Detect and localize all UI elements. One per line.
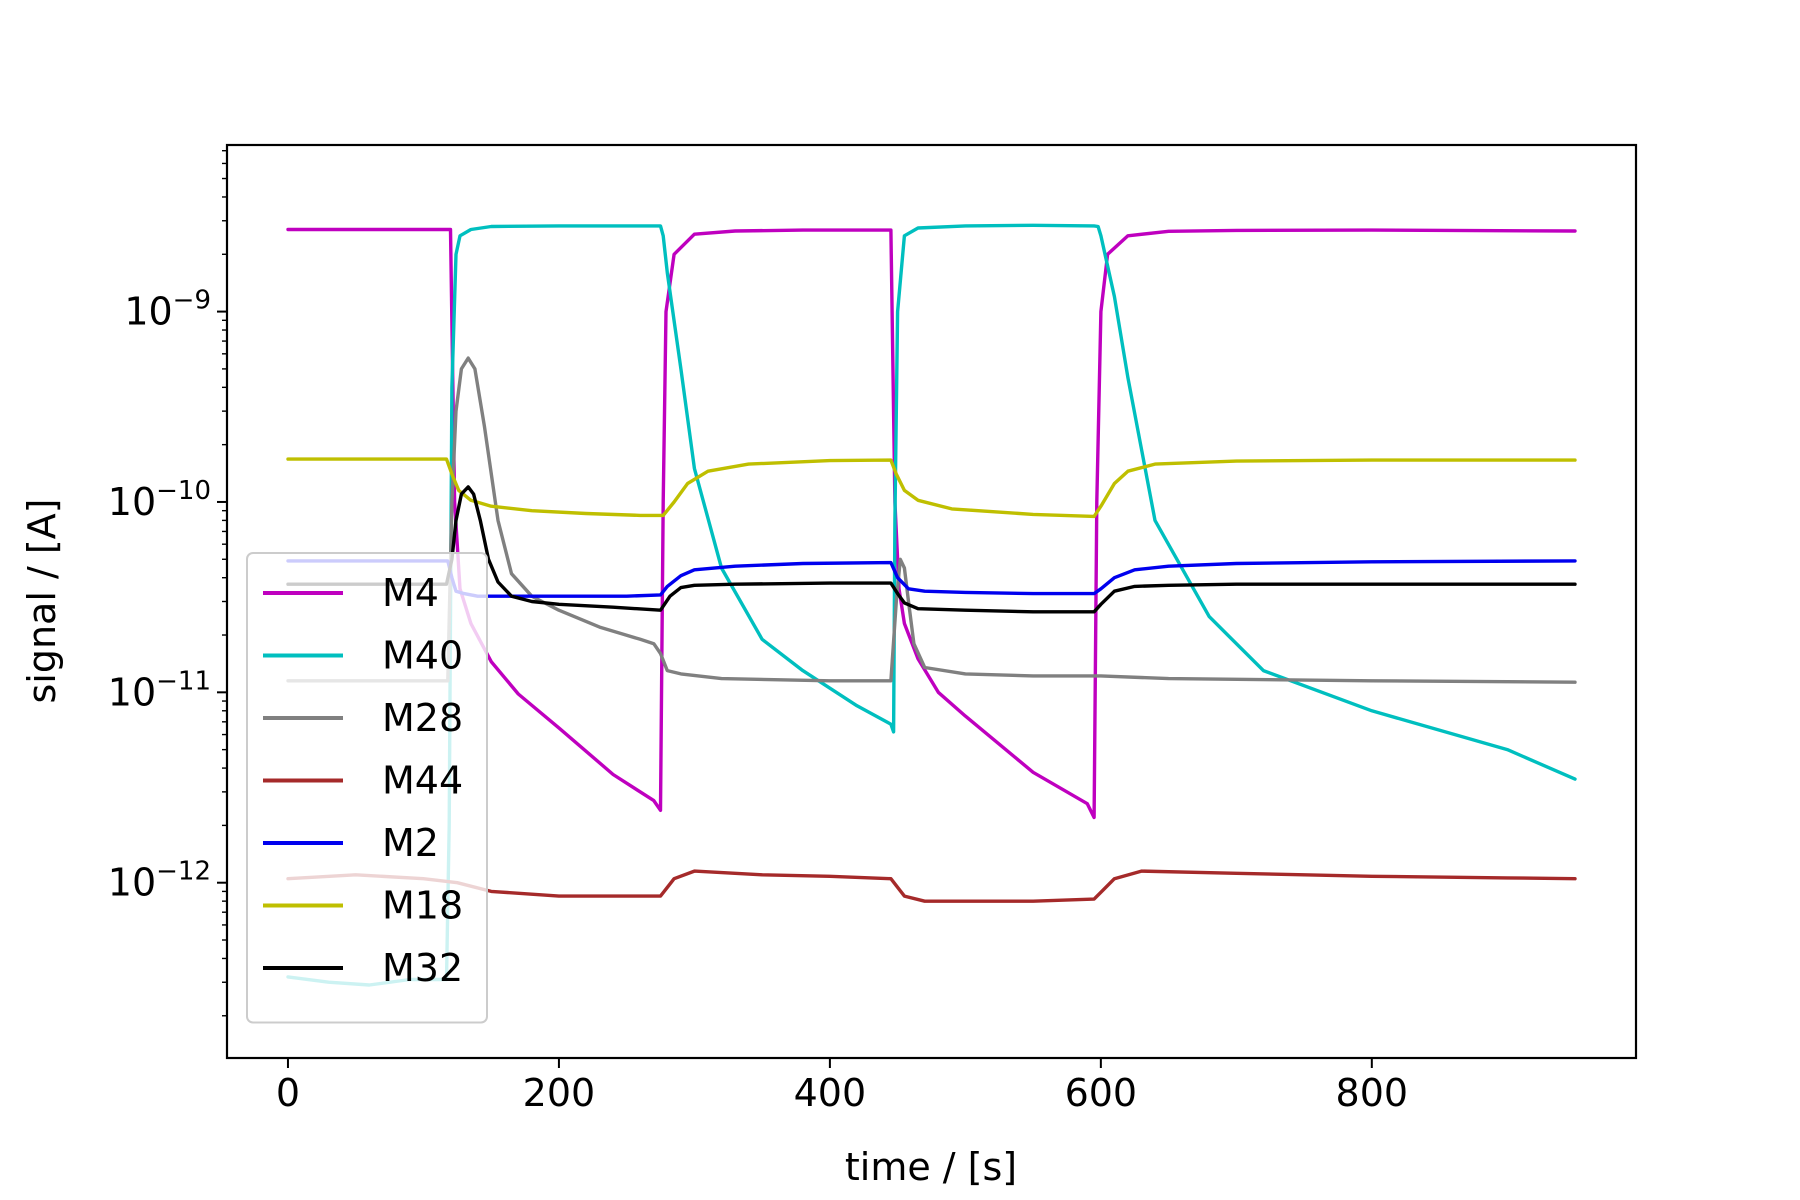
y-axis: 10−12 10−11 10−10 10−9 bbox=[108, 150, 227, 1017]
series-line-m28 bbox=[286, 356, 1577, 684]
y-tick-label: 10−11 bbox=[108, 666, 211, 714]
series-line-m32 bbox=[286, 485, 1577, 614]
legend-label-m18: M18 bbox=[382, 884, 463, 928]
x-axis: 0 200 400 600 800 bbox=[276, 1058, 1408, 1115]
y-tick-label: 10−10 bbox=[108, 476, 211, 524]
x-tick-label: 200 bbox=[523, 1071, 596, 1115]
y-axis-label: signal / [A] bbox=[20, 498, 64, 703]
legend-label-m32: M32 bbox=[382, 946, 463, 990]
series-line-m18 bbox=[286, 457, 1577, 519]
y-tick-label: 10−12 bbox=[108, 857, 211, 905]
x-tick-label: 800 bbox=[1336, 1071, 1409, 1115]
x-tick-label: 400 bbox=[794, 1071, 867, 1115]
legend-label-m28: M28 bbox=[382, 696, 463, 740]
x-axis-label: time / [s] bbox=[845, 1145, 1017, 1189]
x-tick-label: 600 bbox=[1065, 1071, 1138, 1115]
x-tick-label: 0 bbox=[276, 1071, 300, 1115]
legend-label-m40: M40 bbox=[382, 634, 463, 678]
legend-label-m4: M4 bbox=[382, 571, 439, 615]
legend: M4 M40 M28 M44 M2 M18 M32 bbox=[246, 552, 488, 1024]
y-tick-label: 10−9 bbox=[124, 286, 211, 334]
legend-label-m2: M2 bbox=[382, 821, 439, 865]
legend-label-m44: M44 bbox=[382, 759, 463, 803]
series-line-m40 bbox=[286, 223, 1577, 987]
